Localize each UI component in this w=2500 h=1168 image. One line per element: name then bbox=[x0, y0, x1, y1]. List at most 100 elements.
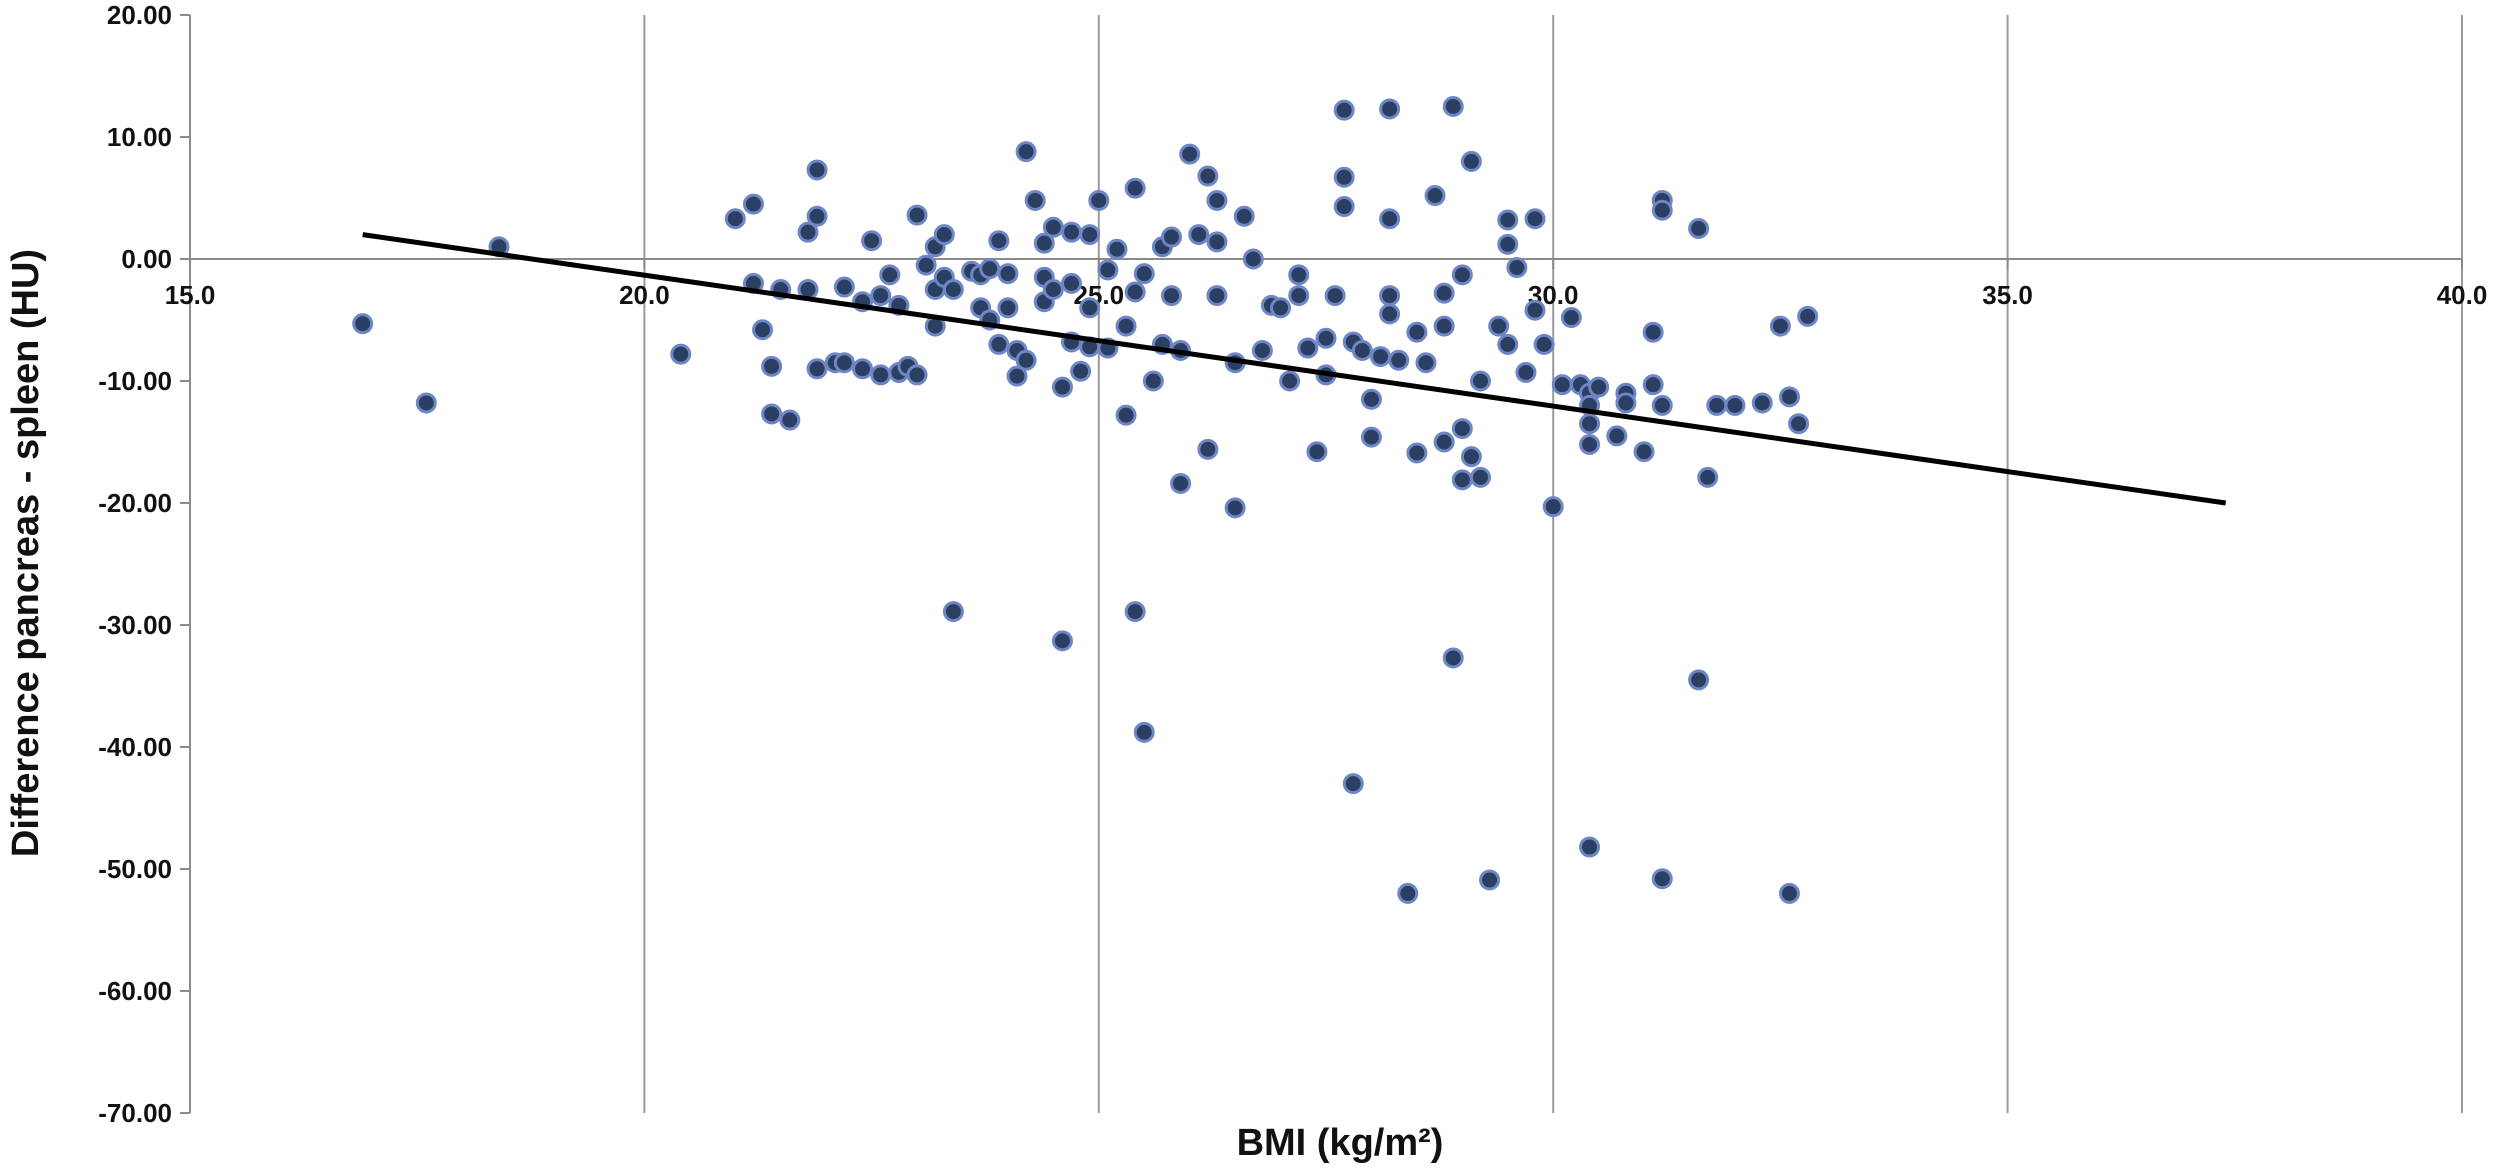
data-point bbox=[1451, 418, 1473, 440]
data-point bbox=[1433, 282, 1455, 304]
data-point bbox=[1515, 361, 1537, 383]
data-point bbox=[1170, 472, 1192, 494]
x-tick-label: 20.0 bbox=[619, 280, 670, 310]
data-point bbox=[906, 204, 928, 226]
data-point bbox=[1351, 340, 1373, 361]
data-point bbox=[1061, 221, 1083, 243]
data-point bbox=[415, 392, 437, 414]
data-point bbox=[1115, 404, 1137, 426]
data-point bbox=[1033, 232, 1055, 254]
data-point bbox=[1197, 438, 1219, 460]
data-point bbox=[1142, 370, 1164, 392]
data-point bbox=[1433, 431, 1455, 453]
data-point bbox=[1079, 297, 1101, 319]
data-point bbox=[1051, 630, 1073, 652]
data-point bbox=[1133, 721, 1155, 743]
data-point bbox=[1560, 307, 1582, 329]
data-point bbox=[1460, 446, 1482, 468]
y-tick-label: 10.00 bbox=[107, 122, 172, 152]
data-point bbox=[1197, 165, 1219, 187]
data-point bbox=[1451, 469, 1473, 491]
data-point bbox=[1079, 224, 1101, 246]
data-point bbox=[1042, 216, 1064, 238]
y-tick-label: 20.00 bbox=[107, 0, 172, 30]
data-point bbox=[1288, 285, 1310, 307]
data-point bbox=[1406, 442, 1428, 464]
x-tick-label: 35.0 bbox=[1982, 280, 2033, 310]
data-point bbox=[1115, 315, 1137, 337]
data-point bbox=[1324, 285, 1346, 307]
data-point bbox=[942, 279, 964, 300]
y-tick-label: -50.00 bbox=[98, 854, 172, 884]
data-point bbox=[1061, 272, 1083, 294]
data-point bbox=[997, 297, 1019, 319]
data-point bbox=[852, 358, 874, 380]
data-point bbox=[806, 159, 828, 181]
data-point bbox=[1360, 388, 1382, 410]
y-tick-label: -40.00 bbox=[98, 732, 172, 762]
data-point bbox=[906, 364, 928, 386]
data-point bbox=[1579, 433, 1601, 455]
data-point bbox=[1333, 196, 1355, 218]
data-point bbox=[1161, 285, 1183, 307]
data-point bbox=[879, 264, 901, 286]
data-point bbox=[1706, 394, 1728, 416]
data-point bbox=[1506, 257, 1528, 279]
data-point bbox=[1451, 264, 1473, 286]
x-tick-label: 40.0 bbox=[2437, 280, 2488, 310]
data-point bbox=[1097, 259, 1119, 281]
data-point bbox=[1642, 321, 1664, 343]
data-point bbox=[1370, 346, 1392, 368]
data-point bbox=[1379, 285, 1401, 307]
data-point bbox=[833, 352, 855, 374]
y-tick-label: 0.00 bbox=[121, 244, 172, 274]
data-point bbox=[1797, 305, 1819, 327]
data-point bbox=[1206, 285, 1228, 307]
data-point bbox=[1015, 349, 1037, 371]
data-point bbox=[1188, 224, 1210, 246]
data-point bbox=[1497, 209, 1519, 231]
trend-line bbox=[362, 232, 2227, 506]
data-point bbox=[1688, 669, 1710, 691]
data-point bbox=[1279, 370, 1301, 392]
data-point bbox=[1333, 99, 1355, 121]
data-point bbox=[979, 258, 1001, 280]
data-point bbox=[1042, 279, 1064, 300]
data-point bbox=[742, 193, 764, 215]
data-point bbox=[779, 409, 801, 431]
data-point bbox=[1179, 143, 1201, 165]
data-point bbox=[1397, 882, 1419, 904]
data-point bbox=[915, 254, 937, 276]
data-point bbox=[1460, 150, 1482, 172]
data-point bbox=[1124, 601, 1146, 623]
data-point bbox=[1251, 340, 1273, 361]
data-point bbox=[1024, 189, 1046, 211]
data-point bbox=[1124, 281, 1146, 303]
data-point bbox=[1306, 441, 1328, 463]
data-point bbox=[1088, 189, 1110, 211]
data-point bbox=[1524, 299, 1546, 321]
data-point bbox=[1633, 441, 1655, 463]
data-point bbox=[1651, 394, 1673, 416]
data-point bbox=[1642, 374, 1664, 396]
data-point bbox=[761, 355, 783, 377]
data-point bbox=[1579, 836, 1601, 858]
data-point bbox=[1697, 466, 1719, 488]
data-point bbox=[1788, 413, 1810, 435]
data-point bbox=[1206, 231, 1228, 253]
data-point bbox=[1415, 352, 1437, 374]
data-point bbox=[1588, 376, 1610, 398]
data-point bbox=[1533, 333, 1555, 355]
data-point bbox=[1288, 264, 1310, 286]
data-point bbox=[1497, 333, 1519, 355]
y-tick-label: -10.00 bbox=[98, 366, 172, 396]
data-point bbox=[1379, 303, 1401, 325]
y-tick-label: -70.00 bbox=[98, 1098, 172, 1128]
data-point bbox=[870, 364, 892, 386]
data-point bbox=[1224, 497, 1246, 519]
data-point bbox=[1651, 868, 1673, 890]
y-axis-ticks: 20.00 10.00 0.00 -10.00 -20.00 -30.00 -40.00 -5… bbox=[98, 0, 190, 1128]
data-point bbox=[1388, 349, 1410, 371]
data-point bbox=[1442, 96, 1464, 117]
